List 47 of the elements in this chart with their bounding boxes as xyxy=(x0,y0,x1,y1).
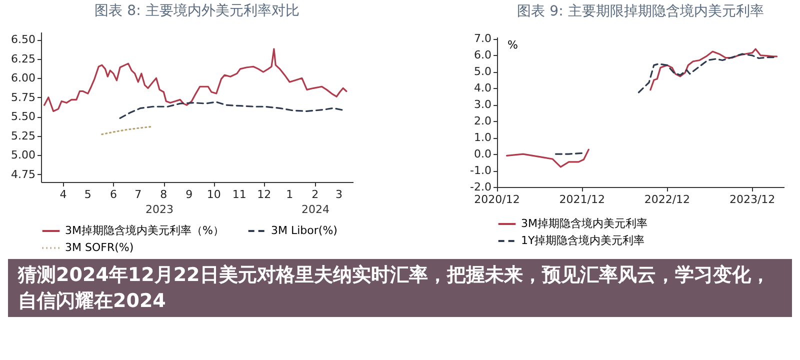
text: 2024 xyxy=(302,203,330,216)
y-tick-label: 5.75 xyxy=(11,90,36,104)
x-tick-label: 4 xyxy=(60,188,67,201)
y-tick-label: 6.25 xyxy=(11,52,36,66)
text: 2023 xyxy=(146,203,174,216)
y-tick-label: 0.0 xyxy=(474,148,492,161)
legend-label: 3M SOFR(%) xyxy=(65,241,134,254)
y-tick-label: 3.0 xyxy=(474,98,492,112)
y-tick-label: -1.0 xyxy=(470,164,492,178)
legend-label: 3M掉期隐含境内美元利率（%） xyxy=(65,224,224,237)
x-tick-label: 5 xyxy=(84,188,92,201)
y-tick-label: 5.0 xyxy=(474,65,492,78)
x-tick-label: 10 xyxy=(206,188,221,201)
y-tick-label: 6.0 xyxy=(474,48,492,62)
y-tick-label: 5.25 xyxy=(11,129,36,142)
chart-title: 图表 9: 主要期限掉期隐含境内美元利率 xyxy=(517,4,764,20)
y-tick-label: 2.0 xyxy=(474,114,492,128)
x-tick-label: 6 xyxy=(110,188,117,201)
x-tick-label: 11 xyxy=(232,188,246,201)
x-tick-label: 2023/12 xyxy=(729,193,776,206)
line-series xyxy=(101,126,153,136)
y-tick-label: 1.0 xyxy=(474,131,492,144)
legend-label: 3M掉期隐含境内美元利率 xyxy=(521,217,648,230)
x-tick-label: 2020/12 xyxy=(474,193,520,206)
x-tick-label: 12 xyxy=(257,188,272,201)
legend-label: 1Y掉期隐含境内美元利率 xyxy=(521,234,645,247)
y-tick-label: 7.0 xyxy=(474,32,492,46)
y-tick-label: -2.0 xyxy=(470,180,492,194)
y-tick-label: 6.00 xyxy=(11,72,36,85)
x-tick-label: 2022/12 xyxy=(644,193,690,206)
y-tick-label: 4.75 xyxy=(11,168,36,181)
y-tick-label: 5.00 xyxy=(11,148,36,162)
x-tick-label: 8 xyxy=(160,188,168,201)
y-tick-label: 4.0 xyxy=(474,82,492,95)
y-tick-label: 5.50 xyxy=(11,110,36,124)
x-tick-label: 2 xyxy=(312,188,319,201)
x-tick-label: 2021/12 xyxy=(559,193,605,206)
y-axis-title: % xyxy=(508,38,518,52)
legend-label: 3M Libor(%) xyxy=(271,224,338,237)
line-series xyxy=(43,48,348,112)
x-tick-label: 9 xyxy=(186,188,193,201)
y-tick-label: 6.50 xyxy=(11,33,36,46)
x-tick-label: 1 xyxy=(286,188,294,201)
chart-title: 图表 8: 主要境内外美元利率对比 xyxy=(94,3,300,19)
text: 猜测2024年12月22日美元对格里夫纳实时汇率，把握未来，预见汇率风云，学习变化，自信闪耀在2024 xyxy=(8,259,792,317)
x-tick-label: 3 xyxy=(336,188,343,201)
x-tick-label: 7 xyxy=(134,188,142,201)
